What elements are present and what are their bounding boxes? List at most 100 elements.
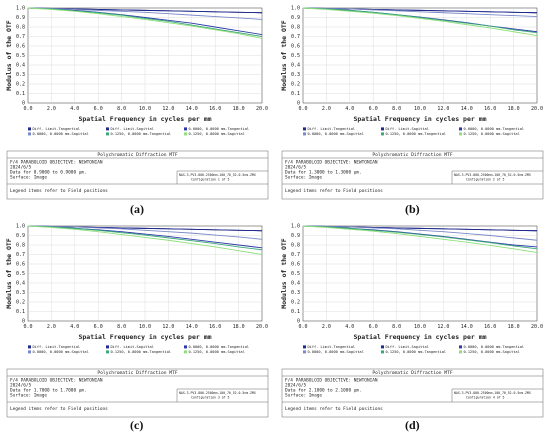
legend-swatch — [303, 132, 306, 136]
y-tick-label: 0.5 — [16, 271, 25, 277]
mtf-panel-c: 0.0 2.0 4.0 6.0 8.0 10.0 12.0 14.0 16.0 18.0 20.0 0… — [0, 218, 275, 435]
series-line — [302, 225, 538, 241]
y-tick-label: 0.1 — [291, 309, 300, 315]
info-line: Legend items refer to Field positions — [10, 188, 108, 194]
info-box — [281, 368, 544, 418]
x-tick-label: 0.0 — [298, 106, 307, 112]
series-line — [27, 225, 263, 251]
x-tick-label: 14.0 — [186, 106, 198, 112]
info-line: F/4 PARABOLOID OBJECTIVE: NEWTONIAN — [10, 160, 103, 166]
info-config: Configuration 3 of 5 — [191, 396, 229, 400]
y-tick-label: 0.7 — [16, 252, 25, 258]
mtf-panel-d: 0.0 2.0 4.0 6.0 8.0 10.0 12.0 14.0 16.0 18.0 20.0 0… — [275, 218, 550, 435]
legend-label: 0.1250, 0.0000 mm-Sagittal — [189, 350, 245, 354]
y-axis-label: Modulus of the OTF — [5, 238, 13, 309]
x-tick-label: 16.0 — [484, 106, 496, 112]
legend-label: Diff. Limit-Tangential — [308, 345, 356, 349]
legend-label: 0.1250, 0.0000 mm-Sagittal — [464, 350, 520, 354]
x-tick-label: 18.0 — [508, 106, 520, 112]
info-line: Surface: Image — [10, 393, 47, 399]
x-tick-label: 10.0 — [139, 324, 151, 330]
series-line — [27, 225, 263, 255]
y-tick-label: 0.1 — [291, 91, 300, 97]
y-tick-label: 0.6 — [291, 44, 300, 50]
y-axis-label: Modulus of the OTF — [280, 238, 288, 309]
y-tick-label: 0.9 — [291, 233, 300, 239]
legend-swatch — [28, 350, 31, 354]
info-line: Data for 1.3000 to 1.3000 µm. — [285, 170, 362, 176]
legend-label: Diff. Limit-Sagittal — [111, 345, 154, 349]
legend-label: 0.1250, 0.0000 mm-Tangential — [111, 350, 172, 354]
y-tick-label: 0.5 — [291, 53, 300, 59]
x-tick-label: 16.0 — [484, 324, 496, 330]
x-tick-label: 10.0 — [414, 324, 426, 330]
mtf-chart-a: 0.0 2.0 4.0 6.0 8.0 10.0 12.0 14.0 16.0 18.0 20.0 0… — [5, 6, 269, 200]
y-tick-label: 0.9 — [16, 15, 25, 21]
legend-swatch — [106, 345, 109, 349]
x-tick-label: 6.0 — [369, 324, 378, 330]
legend-swatch — [381, 132, 384, 136]
info-box — [281, 150, 544, 200]
info-line: Data for 0.9000 to 0.9000 µm. — [10, 170, 87, 176]
y-tick-label: 0.4 — [16, 281, 25, 287]
info-file: NAS-3-PV3-800-2500nm-100_70_52-0.5nm.ZMX — [454, 391, 531, 395]
y-tick-label: 0.6 — [16, 262, 25, 268]
y-tick-label: 0.3 — [16, 290, 25, 296]
info-title: Polychromatic Diffraction MTF — [372, 370, 452, 376]
legend-swatch — [184, 127, 187, 131]
info-config: Configuration 2 of 5 — [466, 178, 504, 182]
info-file: NAS-3-PV3-800-2500nm-100_70_52-0.5nm.ZMX — [179, 173, 256, 177]
info-line: 2024/6/5 — [285, 383, 307, 389]
legend-swatch — [106, 350, 109, 354]
legend-swatch — [381, 350, 384, 354]
x-tick-label: 2.0 — [322, 106, 331, 112]
x-tick-label: 6.0 — [369, 106, 378, 112]
x-tick-label: 16.0 — [209, 106, 221, 112]
y-tick-label: 0.7 — [16, 34, 25, 40]
x-tick-label: 6.0 — [94, 324, 103, 330]
x-tick-label: 10.0 — [414, 106, 426, 112]
series-line — [302, 225, 538, 254]
info-box — [6, 150, 269, 200]
legend-swatch — [303, 345, 306, 349]
info-line: Surface: Image — [285, 393, 322, 399]
series-line — [27, 7, 263, 39]
caption-c: (c) — [130, 418, 144, 432]
y-tick-label: 0.6 — [291, 262, 300, 268]
y-axis-label: Modulus of the OTF — [5, 20, 13, 91]
mtf-chart-d: 0.0 2.0 4.0 6.0 8.0 10.0 12.0 14.0 16.0 18.0 20.0 0… — [280, 224, 544, 418]
x-tick-label: 12.0 — [437, 324, 449, 330]
y-tick-label: 0.2 — [291, 82, 300, 88]
series-line — [302, 225, 538, 250]
y-tick-label: 0.8 — [16, 243, 25, 249]
info-line: 2024/6/5 — [10, 383, 32, 389]
y-tick-label: 0.1 — [16, 309, 25, 315]
y-tick-label: 1.0 — [16, 6, 25, 12]
info-line: 2024/6/5 — [285, 165, 307, 171]
info-line: Data for 2.1000 to 2.1000 µm. — [285, 388, 362, 394]
x-tick-label: 8.0 — [117, 106, 126, 112]
x-tick-label: 20.0 — [531, 106, 543, 112]
x-tick-label: 12.0 — [162, 106, 174, 112]
legend-swatch — [28, 127, 31, 131]
series-line — [302, 7, 538, 36]
mtf-chart-b: 0.0 2.0 4.0 6.0 8.0 10.0 12.0 14.0 16.0 18.0 20.0 0… — [280, 6, 544, 200]
y-tick-label: 0.7 — [291, 34, 300, 40]
info-line: Legend items refer to Field positions — [10, 406, 108, 412]
y-tick-label: 0.9 — [291, 15, 300, 21]
mtf-chart-c: 0.0 2.0 4.0 6.0 8.0 10.0 12.0 14.0 16.0 18.0 20.0 0… — [5, 224, 269, 418]
y-tick-label: 0.2 — [16, 300, 25, 306]
series-line — [27, 7, 263, 20]
y-tick-label: 0.5 — [291, 271, 300, 277]
y-tick-label: 1.0 — [16, 224, 25, 230]
y-tick-label: 0.9 — [16, 233, 25, 239]
legend-swatch — [381, 345, 384, 349]
y-tick-label: 0.4 — [291, 63, 300, 69]
y-tick-label: 0.1 — [16, 91, 25, 97]
y-tick-label: 0.4 — [291, 281, 300, 287]
y-tick-label: 0.8 — [291, 243, 300, 249]
x-tick-label: 4.0 — [345, 324, 354, 330]
legend-label: Diff. Limit-Tangential — [33, 345, 81, 349]
legend-swatch — [303, 350, 306, 354]
x-tick-label: 0.0 — [298, 324, 307, 330]
